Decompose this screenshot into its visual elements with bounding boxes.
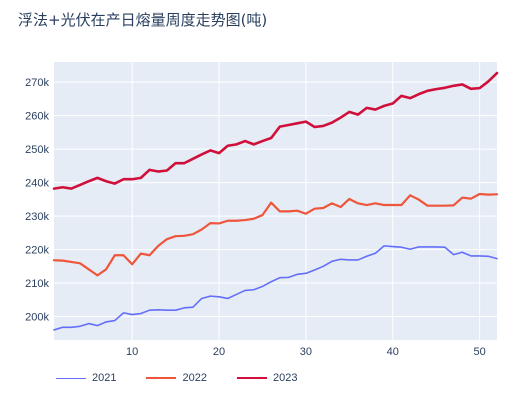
x-tick-label: 10 xyxy=(126,346,138,358)
x-tick-label: 30 xyxy=(300,346,312,358)
series-line-2021 xyxy=(53,245,498,331)
legend-label-2023: 2023 xyxy=(272,372,298,384)
legend-item-2021[interactable]: 2021 xyxy=(56,372,116,384)
series-line-2022 xyxy=(52,192,499,277)
y-tick-label: 200k xyxy=(25,312,49,324)
y-tick-label: 260k xyxy=(25,111,49,123)
y-tick-label: 250k xyxy=(25,144,49,156)
y-tick-label: 230k xyxy=(25,211,49,223)
y-tick-label: 240k xyxy=(25,178,49,190)
legend-swatch-2023 xyxy=(236,377,267,379)
legend[interactable]: 2021 2022 2023 xyxy=(56,372,327,384)
x-tick-label: 20 xyxy=(213,346,225,358)
y-tick-label: 220k xyxy=(25,245,49,257)
y-tick-label: 270k xyxy=(25,77,49,89)
x-tick-label: 40 xyxy=(387,346,399,358)
legend-label-2022: 2022 xyxy=(182,372,207,384)
legend-item-2022[interactable]: 2022 xyxy=(146,372,207,384)
legend-swatch-2021 xyxy=(56,377,86,379)
y-tick-label: 210k xyxy=(25,278,49,290)
chart-title: 浮法+光伏在产日熔量周度走势图(吨) xyxy=(18,11,268,29)
plot-area xyxy=(54,62,497,340)
legend-swatch-2022 xyxy=(146,377,177,379)
x-tick-label: 50 xyxy=(474,346,486,358)
series-line-2023 xyxy=(52,71,499,190)
legend-item-2023[interactable]: 2023 xyxy=(236,372,298,384)
legend-label-2021: 2021 xyxy=(92,372,117,384)
